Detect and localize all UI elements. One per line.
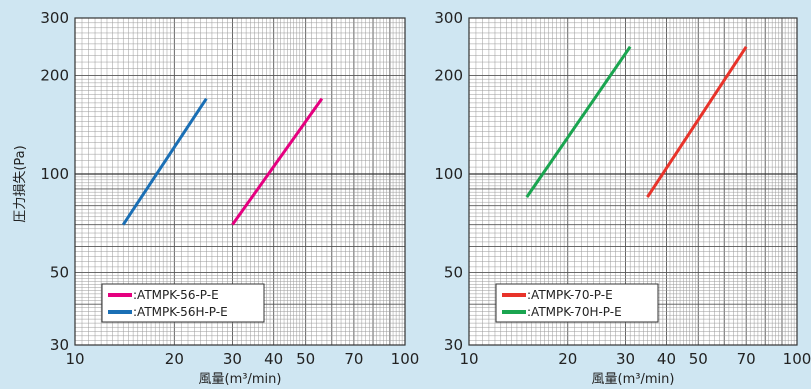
series-line [646, 45, 748, 198]
series-line [231, 97, 324, 226]
legend-box [101, 283, 265, 323]
plot-frame [468, 17, 798, 346]
y-axis-label: 圧力損失(Pa) [13, 145, 28, 222]
x-tick-label: 100 [783, 350, 811, 368]
y-tick-label: 50 [50, 263, 69, 281]
y-tick-label: 300 [40, 9, 69, 27]
legend-box [495, 283, 659, 323]
y-tick-label: 30 [50, 336, 69, 354]
x-tick-label: 10 [65, 350, 84, 368]
legend-label: :ATMPK-56-P-E [133, 288, 219, 302]
y-tick-label: 100 [434, 165, 463, 183]
plot-frame [74, 17, 406, 346]
chart-panel-1: 10 20 30 40 50 70 100 30 50 100 200 300 風量(m³/min) :A… [40, 9, 419, 387]
x-tick-label: 70 [344, 350, 363, 368]
x-tick-label: 30 [223, 350, 242, 368]
chart-panel-2: 10 20 30 40 50 70 100 30 50 100 200 300 風量(m³/min) :A… [434, 9, 811, 387]
legend-label: :ATMPK-70H-P-E [527, 305, 622, 319]
y-tick-label: 300 [434, 9, 463, 27]
series-line [121, 97, 208, 226]
x-tick-label: 50 [296, 350, 315, 368]
x-tick-label: 40 [657, 350, 676, 368]
x-axis-label: 風量(m³/min) [199, 372, 282, 387]
y-tick-label: 200 [434, 67, 463, 85]
x-axis-label: 風量(m³/min) [592, 372, 675, 387]
series-line [525, 45, 632, 198]
y-tick-label: 50 [444, 263, 463, 281]
x-tick-label: 70 [737, 350, 756, 368]
x-tick-label: 10 [459, 350, 478, 368]
legend-label: :ATMPK-70-P-E [527, 288, 613, 302]
legend-label: :ATMPK-56H-P-E [133, 305, 228, 319]
x-tick-label: 40 [264, 350, 283, 368]
x-tick-label: 20 [165, 350, 184, 368]
y-tick-label: 30 [444, 336, 463, 354]
x-tick-label: 30 [616, 350, 635, 368]
x-tick-label: 50 [689, 350, 708, 368]
x-tick-label: 100 [391, 350, 420, 368]
x-tick-label: 20 [558, 350, 577, 368]
y-tick-label: 200 [40, 67, 69, 85]
y-tick-label: 100 [40, 165, 69, 183]
